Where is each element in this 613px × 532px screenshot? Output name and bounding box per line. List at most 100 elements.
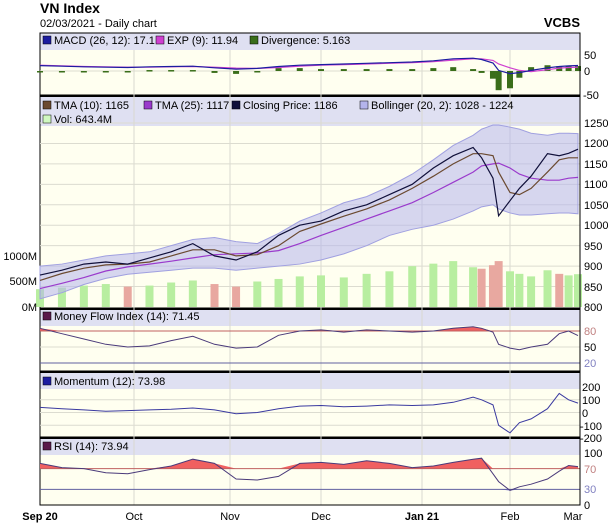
macd-legend-label: MACD (26, 12): 17.1 [54,35,155,47]
volume-bar [543,270,552,307]
momentum-tick: -200 [580,433,602,445]
price-tick: 1000 [584,220,608,232]
volume-bar [295,276,304,307]
rsi-tick: 30 [584,484,596,496]
divergence-bar [146,70,153,72]
divergence-bar [254,71,261,73]
price-tick: 1200 [584,138,608,150]
x-tick: Nov [220,511,240,523]
tma25-line [39,162,579,290]
divergence-bar [409,69,416,71]
momentum-legend-band [40,372,580,389]
exp-swatch [155,35,165,45]
volume-bar [57,287,66,307]
divergence-bar [318,69,324,71]
chart-subtitle: 02/03/2021 - Daily chart [40,18,157,30]
price-tick: 1100 [584,179,608,191]
close-legend-label: Closing Price: 1186 [243,100,338,112]
volume-bar [167,282,176,307]
x-tick: Sep 20 [22,511,57,523]
momentum-line [39,392,579,434]
macd-line [39,57,579,75]
volume-bar [515,273,524,307]
rsi-tick: 0 [584,500,590,512]
divergence-bar [478,71,485,73]
divergence-bar [489,71,496,79]
divergence-bar [58,71,65,73]
mfi-axis: 80 50 20 [584,326,596,370]
momentum-tick: 100 [582,395,600,407]
price-tick: 950 [584,241,602,253]
volume-bar [494,261,503,307]
tma25-swatch [143,100,153,110]
macd-tick: -50 [583,90,599,102]
x-tick: Jan 21 [405,511,439,523]
macd-swatch [42,35,52,45]
price-tick: 800 [584,302,602,314]
volume-axis: 1000M 500M 0M [3,251,37,314]
momentum-legend: Momentum (12): 73.98 [42,376,165,388]
rsi-axis: 100 70 30 0 [584,448,602,512]
rsi-tick: 100 [584,448,602,460]
volume-bar [274,278,283,307]
volume-bar [429,263,438,307]
divergence-bar [507,71,513,89]
mfi-tick: 80 [584,326,596,338]
bollinger-legend-label: Bollinger (20, 2): 1028 - 1224 [371,100,513,112]
tma10-swatch [42,100,52,110]
price-tick: 1050 [584,200,608,212]
divergence-bar [430,68,437,71]
divergence-bar [516,71,523,78]
tma25-legend-label: TMA (25): 1117 [155,100,229,112]
volume-bar [145,285,154,307]
volume-bar [253,281,262,307]
price-tick: 1150 [584,159,608,171]
divergence-bar [275,68,282,71]
volume-bar [232,286,241,307]
tma10-legend-label: TMA (10): 1165 [54,100,129,112]
macd-legend-band [40,33,580,50]
rsi-line [39,457,579,491]
divergence-bar [575,66,581,71]
volume-bar [564,275,573,307]
mfi-legend-label: Money Flow Index (14): 71.45 [54,311,200,323]
volume-bar [210,284,219,307]
bollinger-swatch [359,100,369,110]
momentum-legend-label: Momentum (12): 73.98 [54,376,165,388]
mfi-tick: 20 [584,358,596,370]
divergence-bar [168,70,175,72]
divergence-bar [565,66,572,71]
momentum-tick: 0 [582,408,588,420]
rsi-legend-label: RSI (14): 73.94 [54,441,129,453]
divergence-bar [102,71,109,73]
rsi-tick: 70 [584,464,596,476]
chart-title: VN Index [40,0,100,16]
closing-price-line [39,146,579,276]
volume-bar [408,266,417,307]
price-axis: 1250 1200 1150 1100 1050 1000 950 900 85… [584,118,608,314]
tma10-line [39,153,578,281]
volume-bar [477,268,486,307]
divergence-bar [189,70,196,72]
macd-tick: 0 [584,66,590,78]
macd-axis: 50 0 -50 [583,50,599,102]
divergence-bar [80,71,87,73]
divergence-bar [450,67,457,71]
rsi-legend: RSI (14): 73.94 [42,441,129,453]
volume-bar [555,273,564,307]
volume-bar [101,284,110,307]
price-tick: 850 [584,282,602,294]
vol-swatch [42,114,52,124]
momentum-tick: -100 [580,421,602,433]
divergence-legend-label: Divergence: 5.163 [261,35,350,47]
price-legend-band [40,96,580,126]
volume-tick: 500M [9,276,37,288]
divergence-bar [37,71,43,73]
volume-bar [488,265,497,307]
x-tick: Mar [564,511,583,523]
chart-marks [36,33,582,506]
divergence-bar [495,71,502,91]
volume-bar [339,277,348,307]
brand-label: VCBS [544,15,580,30]
